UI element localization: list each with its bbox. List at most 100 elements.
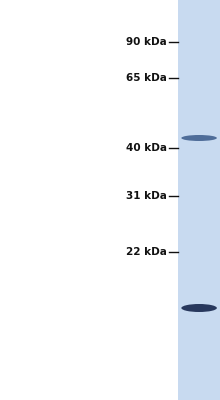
- Bar: [178, 316, 220, 320]
- Bar: [178, 20, 220, 24]
- Bar: [178, 308, 220, 312]
- Text: 40 kDa: 40 kDa: [126, 143, 167, 153]
- Bar: [178, 272, 220, 276]
- Bar: [178, 292, 220, 296]
- Bar: [178, 324, 220, 328]
- Bar: [178, 180, 220, 184]
- Bar: [178, 236, 220, 240]
- Ellipse shape: [181, 304, 217, 312]
- Bar: [178, 32, 220, 36]
- Bar: [178, 68, 220, 72]
- Bar: [178, 296, 220, 300]
- Bar: [178, 104, 220, 108]
- Bar: [178, 44, 220, 48]
- Bar: [178, 248, 220, 252]
- Bar: [178, 328, 220, 332]
- Bar: [178, 148, 220, 152]
- Bar: [178, 56, 220, 60]
- Bar: [178, 340, 220, 344]
- Bar: [178, 164, 220, 168]
- Bar: [178, 348, 220, 352]
- Bar: [178, 380, 220, 384]
- Bar: [178, 200, 220, 204]
- Bar: [178, 276, 220, 280]
- Bar: [178, 156, 220, 160]
- Bar: [178, 4, 220, 8]
- Bar: [178, 140, 220, 144]
- Bar: [178, 220, 220, 224]
- Bar: [178, 48, 220, 52]
- Bar: [178, 364, 220, 368]
- Bar: [178, 232, 220, 236]
- Bar: [178, 16, 220, 20]
- Bar: [178, 80, 220, 84]
- Bar: [178, 288, 220, 292]
- Bar: [178, 132, 220, 136]
- Bar: [178, 304, 220, 308]
- Bar: [178, 112, 220, 116]
- Text: 90 kDa: 90 kDa: [126, 37, 167, 47]
- Bar: [178, 36, 220, 40]
- Bar: [178, 24, 220, 28]
- Ellipse shape: [181, 135, 217, 141]
- Bar: [178, 216, 220, 220]
- Bar: [178, 320, 220, 324]
- Bar: [178, 228, 220, 232]
- Bar: [178, 168, 220, 172]
- Bar: [178, 196, 220, 200]
- Bar: [178, 252, 220, 256]
- Bar: [178, 88, 220, 92]
- Bar: [178, 8, 220, 12]
- Bar: [178, 120, 220, 124]
- Bar: [178, 300, 220, 304]
- Bar: [178, 224, 220, 228]
- Bar: [178, 384, 220, 388]
- Bar: [178, 284, 220, 288]
- Bar: [178, 40, 220, 44]
- Bar: [178, 204, 220, 208]
- Bar: [178, 372, 220, 376]
- Bar: [178, 240, 220, 244]
- Bar: [178, 72, 220, 76]
- Bar: [178, 244, 220, 248]
- Bar: [178, 260, 220, 264]
- Bar: [178, 12, 220, 16]
- Bar: [178, 152, 220, 156]
- Bar: [178, 376, 220, 380]
- Bar: [178, 336, 220, 340]
- Bar: [178, 28, 220, 32]
- Bar: [178, 392, 220, 396]
- Bar: [178, 264, 220, 268]
- Bar: [178, 344, 220, 348]
- Bar: [178, 184, 220, 188]
- Bar: [178, 352, 220, 356]
- Bar: [178, 208, 220, 212]
- Bar: [178, 212, 220, 216]
- Bar: [178, 52, 220, 56]
- Bar: [178, 96, 220, 100]
- Bar: [178, 0, 220, 4]
- Bar: [178, 280, 220, 284]
- Bar: [178, 172, 220, 176]
- Bar: [178, 144, 220, 148]
- Bar: [178, 116, 220, 120]
- Bar: [178, 84, 220, 88]
- Bar: [178, 268, 220, 272]
- Bar: [178, 0, 220, 400]
- Text: 31 kDa: 31 kDa: [126, 191, 167, 201]
- Bar: [178, 368, 220, 372]
- Bar: [178, 64, 220, 68]
- Bar: [178, 332, 220, 336]
- Bar: [178, 360, 220, 364]
- Bar: [178, 100, 220, 104]
- Bar: [178, 92, 220, 96]
- Bar: [178, 136, 220, 140]
- Text: 65 kDa: 65 kDa: [126, 73, 167, 83]
- Bar: [178, 188, 220, 192]
- Bar: [178, 396, 220, 400]
- Text: 22 kDa: 22 kDa: [126, 247, 167, 257]
- Bar: [178, 176, 220, 180]
- Bar: [178, 160, 220, 164]
- Bar: [178, 256, 220, 260]
- Bar: [178, 312, 220, 316]
